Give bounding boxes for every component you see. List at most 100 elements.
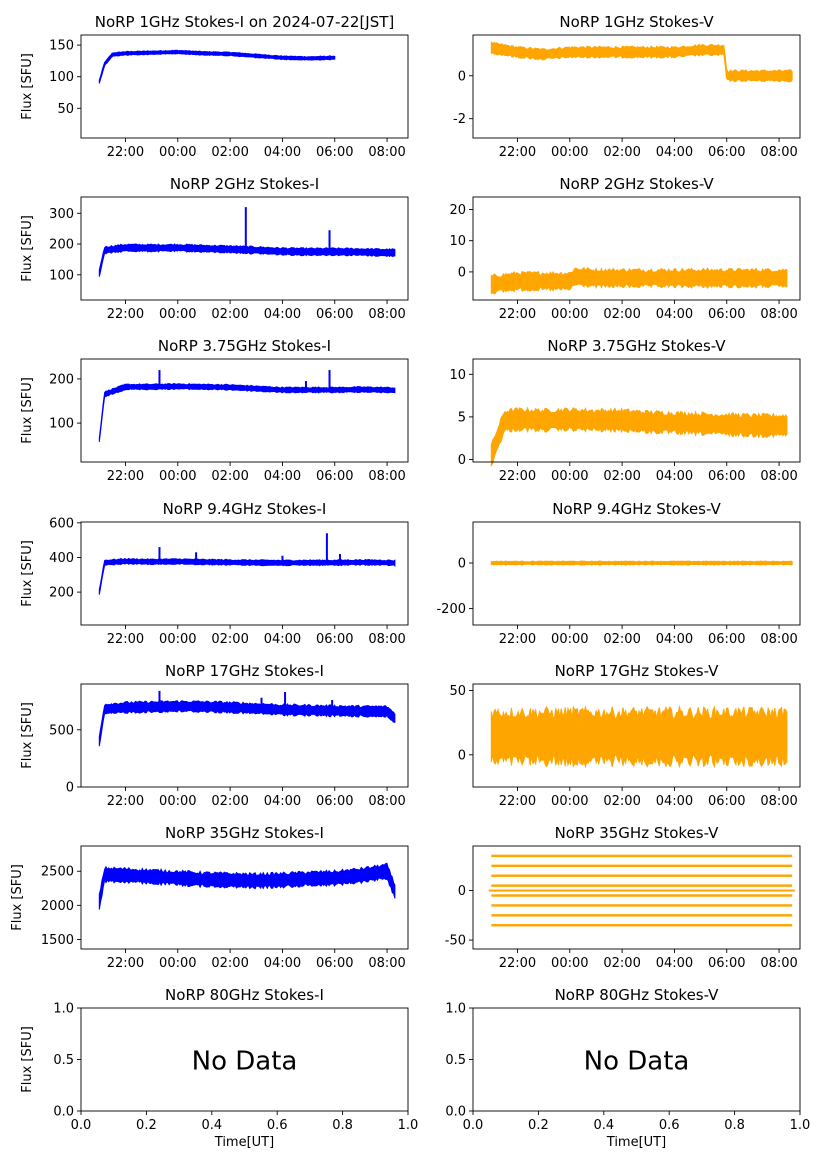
subplot-13: NoRP 80GHz Stokes-I 0.0 0.2 0.4 0.6 0.8 1.0 Tim… bbox=[20, 986, 418, 1150]
x-tick-label: 00:00 bbox=[159, 145, 196, 160]
x-tick-label: 08:00 bbox=[760, 632, 797, 647]
x-tick-label: 02:00 bbox=[603, 956, 640, 971]
x-tick-label: 22:00 bbox=[499, 145, 536, 160]
y-tick-label: 600 bbox=[49, 516, 74, 531]
subplot-2: NoRP 1GHz Stokes-V 22:00 00:00 02:00 04:00 06… bbox=[453, 13, 801, 160]
x-tick-label: 08:00 bbox=[760, 469, 797, 484]
x-tick-label: 06:00 bbox=[316, 469, 353, 484]
x-tick-label: 08:00 bbox=[760, 145, 797, 160]
y-tick-label: 50 bbox=[57, 102, 74, 117]
data-series bbox=[98, 533, 396, 595]
x-tick-label: 04:00 bbox=[656, 632, 693, 647]
x-tick-label: 00:00 bbox=[159, 469, 196, 484]
y-tick-label: -2 bbox=[453, 112, 466, 127]
axes-frame bbox=[80, 196, 409, 301]
x-tick-label: 02:00 bbox=[211, 956, 248, 971]
subplot-title: NoRP 80GHz Stokes-I bbox=[165, 986, 324, 1004]
x-tick-label: 22:00 bbox=[499, 632, 536, 647]
subplot-title: NoRP 9.4GHz Stokes-I bbox=[163, 500, 327, 518]
axes-frame bbox=[472, 521, 801, 626]
x-tick-label: 0.4 bbox=[593, 1118, 614, 1133]
series-level-band bbox=[491, 904, 793, 907]
x-tick-label: 00:00 bbox=[551, 307, 588, 322]
series-zero-band bbox=[488, 889, 795, 892]
axes-frame bbox=[80, 358, 409, 463]
data-series bbox=[98, 49, 336, 84]
x-tick-label: 0.8 bbox=[332, 1118, 353, 1133]
subplot-title: NoRP 1GHz Stokes-V bbox=[559, 13, 714, 31]
y-tick-label: 10 bbox=[449, 234, 466, 249]
y-tick-label: -200 bbox=[436, 602, 466, 617]
x-tick-label: 0.6 bbox=[659, 1118, 680, 1133]
x-tick-label: 02:00 bbox=[211, 469, 248, 484]
y-tick-label: 2000 bbox=[41, 899, 74, 914]
x-tick-label: 06:00 bbox=[316, 307, 353, 322]
subplot-5: NoRP 3.75GHz Stokes-I 22:00 00:00 02:00 04:0… bbox=[20, 337, 409, 484]
data-series bbox=[98, 862, 396, 910]
x-tick-label: 08:00 bbox=[760, 307, 797, 322]
x-tick-label: 06:00 bbox=[708, 307, 745, 322]
x-tick-label: 04:00 bbox=[264, 794, 301, 809]
x-tick-label: 04:00 bbox=[264, 145, 301, 160]
subplot-title: NoRP 2GHz Stokes-V bbox=[559, 175, 714, 193]
x-tick-label: 0.2 bbox=[136, 1118, 157, 1133]
series-envelope bbox=[490, 40, 793, 83]
data-series bbox=[98, 207, 396, 277]
x-tick-label: 08:00 bbox=[760, 794, 797, 809]
subplot-12: NoRP 35GHz Stokes-V 22:00 00:00 02:00 04:00 0… bbox=[445, 824, 801, 971]
data-series bbox=[490, 40, 793, 83]
subplot-8: NoRP 9.4GHz Stokes-V 22:00 00:00 02:00 04:00… bbox=[436, 500, 801, 647]
x-tick-label: 0.0 bbox=[463, 1118, 484, 1133]
y-tick-label: 0 bbox=[66, 781, 74, 796]
x-axis-label: Time[UT] bbox=[214, 1135, 274, 1150]
y-tick-label: 200 bbox=[49, 372, 74, 387]
x-tick-label: 06:00 bbox=[708, 145, 745, 160]
y-tick-label: 1.0 bbox=[445, 1002, 466, 1017]
axes-frame bbox=[472, 358, 801, 463]
x-tick-label: 22:00 bbox=[107, 794, 144, 809]
series-envelope bbox=[98, 700, 396, 747]
data-series bbox=[490, 705, 788, 769]
axes-frame bbox=[80, 34, 409, 139]
x-tick-label: 04:00 bbox=[656, 307, 693, 322]
axes-frame bbox=[472, 196, 801, 301]
series-envelope bbox=[98, 862, 396, 910]
series-level-band bbox=[491, 854, 793, 858]
series-envelope bbox=[98, 243, 396, 277]
x-tick-label: 22:00 bbox=[107, 307, 144, 322]
x-tick-label: 02:00 bbox=[603, 307, 640, 322]
x-tick-label: 06:00 bbox=[316, 632, 353, 647]
subplot-title: NoRP 80GHz Stokes-V bbox=[555, 986, 720, 1004]
y-tick-label: 50 bbox=[449, 684, 466, 699]
y-axis-label: Flux [SFU] bbox=[10, 864, 25, 931]
y-axis-label: Flux [SFU] bbox=[20, 540, 35, 607]
x-tick-label: 00:00 bbox=[159, 956, 196, 971]
series-envelope bbox=[490, 705, 788, 769]
subplot-1: NoRP 1GHz Stokes-I on 2024-07-22[JST] 22:… bbox=[20, 13, 409, 160]
y-tick-label: 0.5 bbox=[53, 1053, 74, 1068]
data-series bbox=[98, 690, 396, 747]
subplot-title: NoRP 1GHz Stokes-I on 2024-07-22[JST] bbox=[95, 13, 395, 31]
y-tick-label: 0 bbox=[458, 748, 466, 763]
series-envelope bbox=[98, 557, 396, 595]
series-envelope bbox=[490, 560, 793, 566]
x-axis-label: Time[UT] bbox=[606, 1135, 666, 1150]
x-tick-label: 0.6 bbox=[267, 1118, 288, 1133]
y-tick-label: 20 bbox=[449, 203, 466, 218]
x-tick-label: 00:00 bbox=[159, 632, 196, 647]
x-tick-label: 08:00 bbox=[368, 145, 405, 160]
y-axis-label: Flux [SFU] bbox=[20, 702, 35, 769]
subplot-title: NoRP 17GHz Stokes-I bbox=[165, 662, 324, 680]
axes-frame bbox=[80, 683, 409, 788]
y-tick-label: 0.0 bbox=[53, 1105, 74, 1120]
x-tick-label: 02:00 bbox=[603, 145, 640, 160]
subplot-title: NoRP 17GHz Stokes-V bbox=[555, 662, 720, 680]
y-tick-label: 0 bbox=[458, 557, 466, 572]
data-series bbox=[488, 854, 795, 927]
x-tick-label: 22:00 bbox=[107, 145, 144, 160]
series-envelope bbox=[98, 382, 396, 442]
y-tick-label: 200 bbox=[49, 586, 74, 601]
x-tick-label: 04:00 bbox=[264, 956, 301, 971]
